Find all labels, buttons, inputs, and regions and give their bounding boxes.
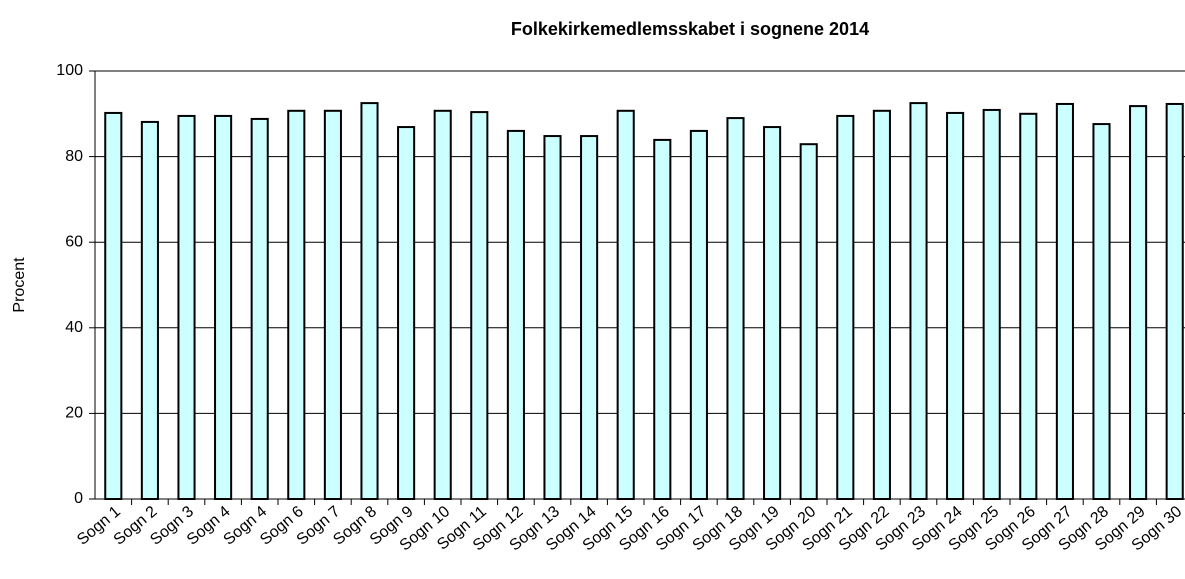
bar: [836, 114, 855, 500]
y-tick-label: 80: [65, 148, 83, 165]
y-axis-label: Procent: [11, 257, 28, 313]
bar: [946, 111, 965, 500]
bar: [909, 102, 928, 500]
bar: [726, 117, 745, 501]
bar: [543, 135, 562, 500]
bar: [1092, 123, 1111, 501]
bar: [799, 143, 818, 501]
bar: [104, 111, 123, 500]
y-tick-label: 20: [65, 405, 83, 422]
bar: [214, 114, 233, 500]
y-tick-label: 100: [56, 62, 83, 79]
y-tick-label: 40: [65, 319, 83, 336]
bar: [616, 109, 635, 501]
bar: [580, 135, 599, 500]
bar: [470, 111, 489, 500]
bar: [689, 129, 708, 500]
bar: [1055, 102, 1074, 501]
bar: [653, 138, 672, 501]
bar: [1165, 102, 1184, 501]
chart-title: Folkekirkemedlemsskabet i sognene 2014: [511, 19, 869, 39]
y-tick-label: 60: [65, 233, 83, 250]
bar: [433, 109, 452, 501]
y-tick-label: 0: [74, 490, 83, 507]
bar: [506, 129, 525, 500]
bar: [360, 102, 379, 500]
bar: [177, 114, 196, 500]
bar: [872, 109, 891, 501]
bar: [763, 126, 782, 501]
bar: [140, 120, 159, 500]
bar: [982, 108, 1001, 500]
bar: [1019, 112, 1038, 501]
bar: [250, 117, 269, 500]
bar: [397, 126, 416, 501]
bar: [1129, 105, 1148, 500]
bar: [323, 109, 342, 501]
bar: [287, 109, 306, 501]
